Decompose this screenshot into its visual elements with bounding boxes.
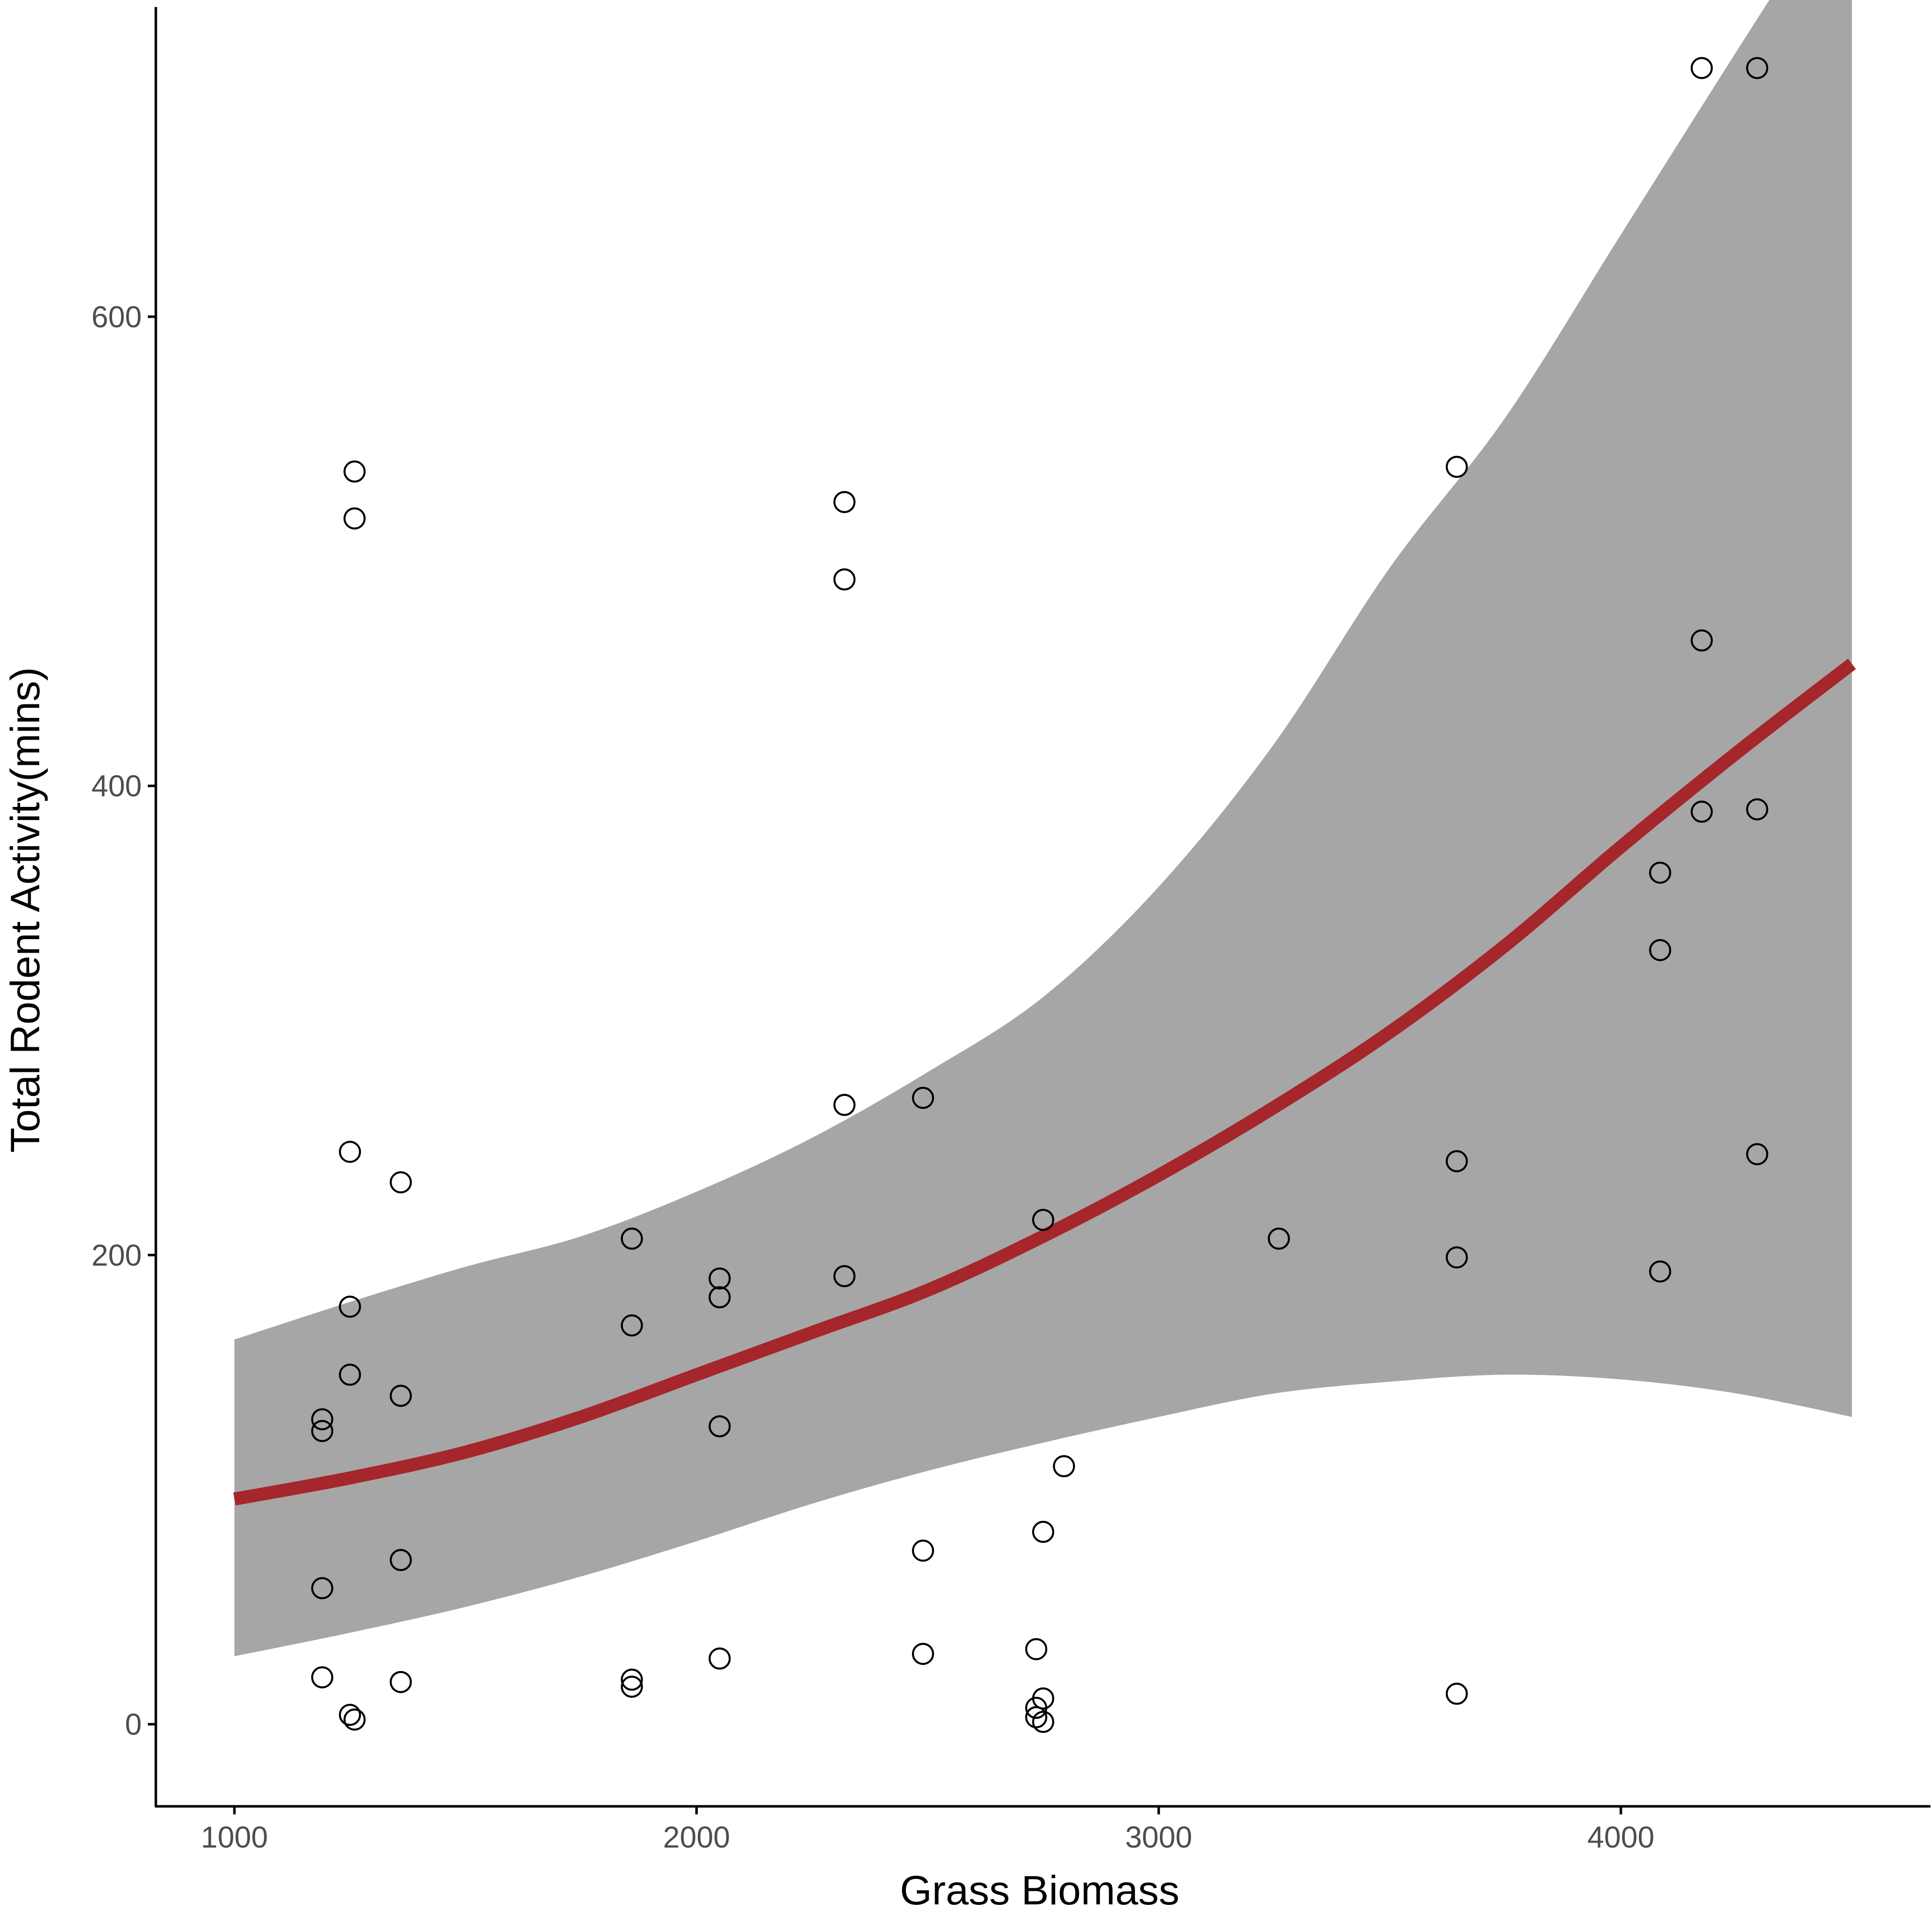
data-point — [1690, 800, 1713, 823]
data-point — [1032, 1521, 1054, 1543]
data-point — [339, 1296, 361, 1318]
data-point — [833, 1093, 856, 1116]
data-point — [1649, 939, 1672, 961]
data-point — [1032, 1209, 1054, 1231]
data-point — [1690, 57, 1713, 79]
data-point — [1032, 1711, 1054, 1733]
data-point — [390, 1385, 412, 1407]
data-point — [339, 1141, 361, 1163]
data-point — [390, 1171, 412, 1194]
data-point — [343, 507, 366, 530]
data-point — [620, 1676, 643, 1698]
data-point — [311, 1408, 333, 1431]
data-point — [1445, 1246, 1468, 1269]
data-point — [1032, 1687, 1054, 1710]
data-point — [620, 1669, 643, 1691]
x-tick-label: 4000 — [1587, 1820, 1654, 1854]
data-point — [708, 1647, 731, 1670]
data-point — [390, 1671, 412, 1693]
data-point — [311, 1420, 333, 1442]
confidence-band — [234, 0, 1852, 1657]
data-point — [1746, 57, 1769, 79]
data-point — [833, 491, 856, 513]
data-point — [311, 1666, 333, 1689]
data-point — [1025, 1638, 1048, 1661]
data-point — [339, 1363, 361, 1386]
x-tick-label: 1000 — [201, 1820, 268, 1854]
y-tick-label: 0 — [125, 1708, 142, 1741]
data-point — [620, 1314, 643, 1337]
data-point — [1025, 1706, 1048, 1728]
y-tick-label: 600 — [91, 300, 142, 334]
data-point — [1267, 1227, 1290, 1250]
data-point — [1746, 1143, 1769, 1165]
x-axis-title: Grass Biomass — [900, 1868, 1179, 1913]
data-point — [833, 1265, 856, 1288]
y-axis-ticks: 0 200 400 600 — [91, 300, 156, 1741]
data-point — [1053, 1455, 1075, 1478]
fit-line — [233, 659, 1856, 1506]
data-points — [311, 57, 1769, 1733]
data-point — [343, 460, 366, 483]
y-tick-label: 200 — [91, 1238, 142, 1272]
data-point — [708, 1286, 731, 1309]
x-tick-label: 2000 — [663, 1820, 730, 1854]
x-axis-ticks: 1000 2000 3000 4000 — [201, 1806, 1654, 1854]
data-point — [911, 1539, 934, 1562]
data-point — [620, 1227, 643, 1250]
data-point — [1746, 798, 1769, 820]
data-point — [708, 1267, 731, 1290]
data-point — [708, 1415, 731, 1438]
y-axis-title: Total Rodent Activity(mins) — [3, 667, 48, 1153]
data-point — [911, 1086, 934, 1109]
data-point — [1690, 629, 1713, 652]
data-point — [1445, 455, 1468, 478]
y-tick-label: 400 — [91, 769, 142, 803]
data-point — [911, 1642, 934, 1665]
data-point — [1649, 1260, 1672, 1283]
data-point — [833, 568, 856, 591]
data-point — [1445, 1683, 1468, 1705]
data-point — [1445, 1150, 1468, 1172]
data-point — [339, 1704, 361, 1726]
x-tick-label: 3000 — [1125, 1820, 1192, 1854]
data-point — [390, 1549, 412, 1572]
data-point — [343, 1708, 366, 1731]
data-point — [1649, 861, 1672, 884]
data-point — [311, 1577, 333, 1600]
